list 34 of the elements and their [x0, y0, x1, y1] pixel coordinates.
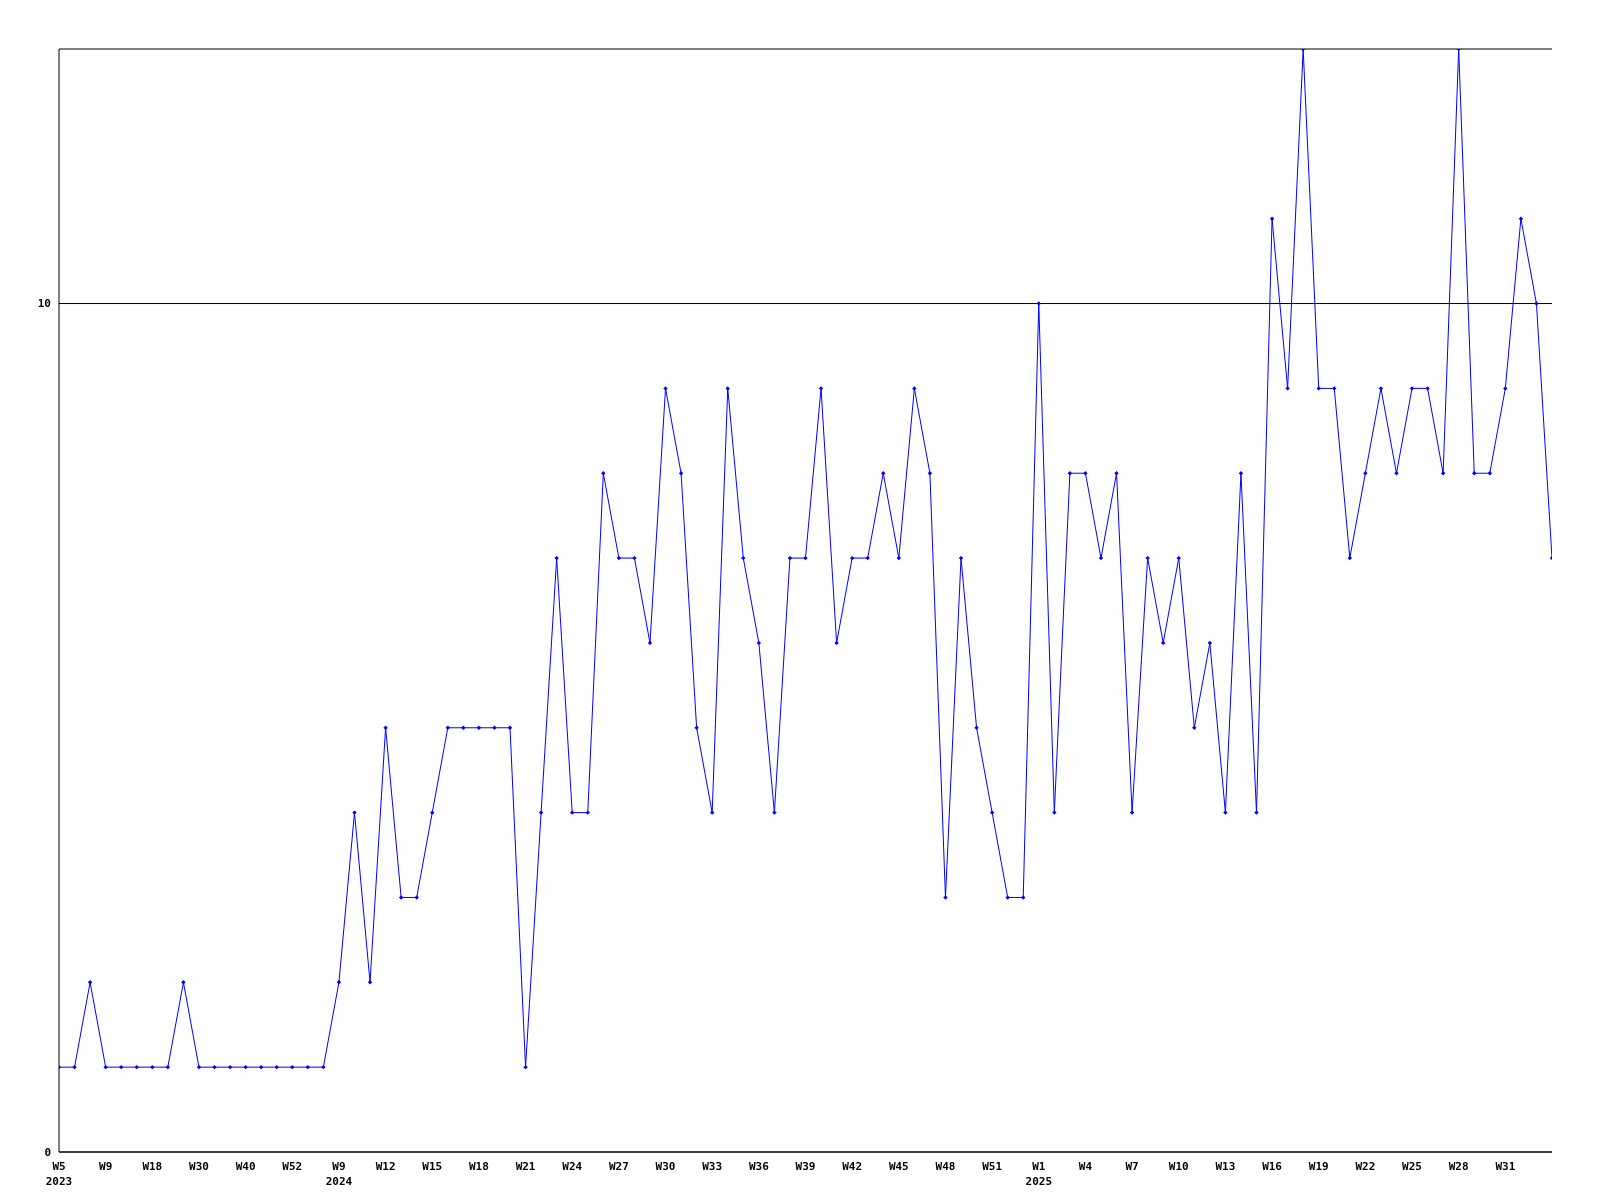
x-tick-label: W33 — [702, 1160, 723, 1173]
x-tick-label: W10 — [1168, 1160, 1189, 1173]
x-tick-label: W22 — [1355, 1160, 1376, 1173]
x-tick-label: W25 — [1402, 1160, 1422, 1173]
x-tick-label: W52 — [282, 1160, 303, 1173]
x-tick-label: W4 — [1078, 1160, 1093, 1173]
x-tick-label: W19 — [1308, 1160, 1329, 1173]
y-tick-label: 0 — [44, 1145, 51, 1159]
x-tick-label: W9 2024 — [325, 1160, 353, 1188]
x-tick-label: W42 — [842, 1160, 863, 1173]
x-tick-label: W48 — [935, 1160, 956, 1173]
x-tick-label: W9 — [99, 1160, 113, 1173]
x-tick-label: W24 — [562, 1160, 583, 1173]
x-tick-label: W15 — [422, 1160, 443, 1173]
x-tick-label: W18 — [468, 1160, 489, 1173]
x-tick-label: W36 — [748, 1160, 770, 1173]
x-tick-label: W18 — [142, 1160, 163, 1173]
x-tick-label: W40 — [235, 1160, 256, 1173]
x-tick-label: W13 — [1215, 1160, 1236, 1173]
x-tick-label: W1 2025 — [1025, 1160, 1053, 1188]
x-tick-label: W16 — [1262, 1160, 1283, 1173]
x-tick-label: W28 — [1448, 1160, 1469, 1173]
x-tick-label: W39 — [795, 1160, 816, 1173]
x-tick-label: W30 — [189, 1160, 209, 1173]
x-tick-label: W5 2023 — [45, 1160, 73, 1188]
x-tick-label: W31 — [1495, 1160, 1516, 1173]
x-tick-label: W45 — [888, 1160, 909, 1173]
x-tick-label: W12 — [375, 1160, 396, 1173]
x-tick-label: W27 — [608, 1160, 629, 1173]
x-tick-label: W21 — [515, 1160, 536, 1173]
y-tick-label: 10 — [37, 297, 51, 311]
x-tick-label: W7 — [1125, 1160, 1139, 1173]
x-tick-label: W51 — [982, 1160, 1003, 1173]
x-tick-label: W30 — [655, 1160, 676, 1173]
